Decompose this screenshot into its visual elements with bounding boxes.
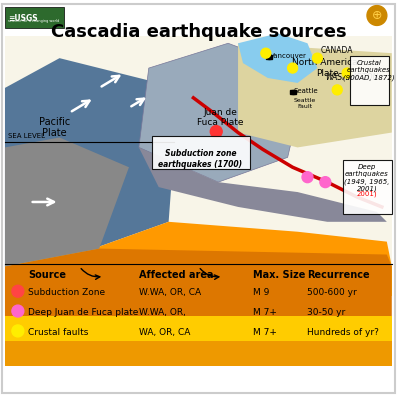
Text: Juan de
Fuca Plate: Juan de Fuca Plate — [197, 108, 244, 127]
Text: CANADA: CANADA — [321, 46, 354, 55]
Circle shape — [302, 172, 313, 183]
Text: Vancouver: Vancouver — [270, 53, 307, 59]
FancyBboxPatch shape — [350, 56, 389, 105]
Circle shape — [12, 325, 24, 337]
Circle shape — [342, 68, 352, 78]
Text: science for a changing world: science for a changing world — [8, 19, 59, 23]
Polygon shape — [139, 43, 308, 182]
Text: SEA LEVEL: SEA LEVEL — [8, 133, 45, 139]
Text: Deep
earthquakes
(1949, 1965,
2001): Deep earthquakes (1949, 1965, 2001) — [344, 164, 390, 193]
Bar — [5, 37, 392, 266]
Circle shape — [367, 6, 387, 25]
Text: M 7+: M 7+ — [253, 328, 277, 337]
Text: Pacific
Plate: Pacific Plate — [39, 117, 70, 139]
Text: W.WA, OR,: W.WA, OR, — [139, 308, 186, 317]
Circle shape — [332, 85, 342, 95]
Text: M 7+: M 7+ — [253, 308, 277, 317]
Text: Subduction zone
earthquakes (1700): Subduction zone earthquakes (1700) — [158, 149, 242, 169]
Polygon shape — [5, 222, 392, 266]
Polygon shape — [5, 249, 392, 316]
Text: 500-600 yr: 500-600 yr — [308, 288, 357, 297]
Circle shape — [320, 177, 331, 188]
Text: Seattle
Fault: Seattle Fault — [293, 98, 316, 109]
Text: ≡USGS: ≡USGS — [8, 13, 38, 23]
Text: Cascadia earthquake sources: Cascadia earthquake sources — [50, 23, 346, 41]
Polygon shape — [238, 33, 317, 83]
Circle shape — [12, 285, 24, 297]
Text: Hundreds of yr?: Hundreds of yr? — [308, 328, 379, 337]
Polygon shape — [238, 43, 392, 147]
Text: Source: Source — [28, 270, 66, 280]
FancyBboxPatch shape — [2, 4, 395, 393]
Circle shape — [12, 305, 24, 317]
Text: WASHINGTON: WASHINGTON — [326, 73, 379, 83]
Circle shape — [210, 125, 222, 137]
Text: Crustal
earthquakes
(900AD, 1872): Crustal earthquakes (900AD, 1872) — [343, 60, 395, 81]
Polygon shape — [139, 147, 387, 222]
Text: Affected area: Affected area — [139, 270, 213, 280]
Text: Subduction Zone: Subduction Zone — [28, 288, 105, 297]
Text: North American
Plate: North American Plate — [292, 58, 363, 78]
FancyBboxPatch shape — [152, 135, 250, 169]
Polygon shape — [5, 58, 178, 266]
Text: ⊕: ⊕ — [372, 9, 382, 22]
Text: M 9: M 9 — [253, 288, 269, 297]
Text: 2001): 2001) — [357, 190, 377, 197]
Text: Deep Juan de Fuca plate: Deep Juan de Fuca plate — [28, 308, 138, 317]
Polygon shape — [5, 316, 392, 341]
Polygon shape — [5, 266, 392, 296]
Polygon shape — [5, 341, 392, 366]
Text: WA, OR, CA: WA, OR, CA — [139, 328, 190, 337]
Text: Seattle: Seattle — [294, 88, 318, 94]
Polygon shape — [5, 137, 129, 266]
FancyBboxPatch shape — [343, 160, 392, 214]
Circle shape — [312, 53, 322, 63]
Text: Recurrence: Recurrence — [308, 270, 370, 280]
Text: 30-50 yr: 30-50 yr — [308, 308, 346, 317]
Text: Crustal faults: Crustal faults — [28, 328, 88, 337]
Text: W.WA, OR, CA: W.WA, OR, CA — [139, 288, 201, 297]
Text: Max. Size: Max. Size — [253, 270, 305, 280]
FancyBboxPatch shape — [5, 7, 64, 29]
Circle shape — [288, 63, 298, 73]
Circle shape — [261, 48, 271, 58]
